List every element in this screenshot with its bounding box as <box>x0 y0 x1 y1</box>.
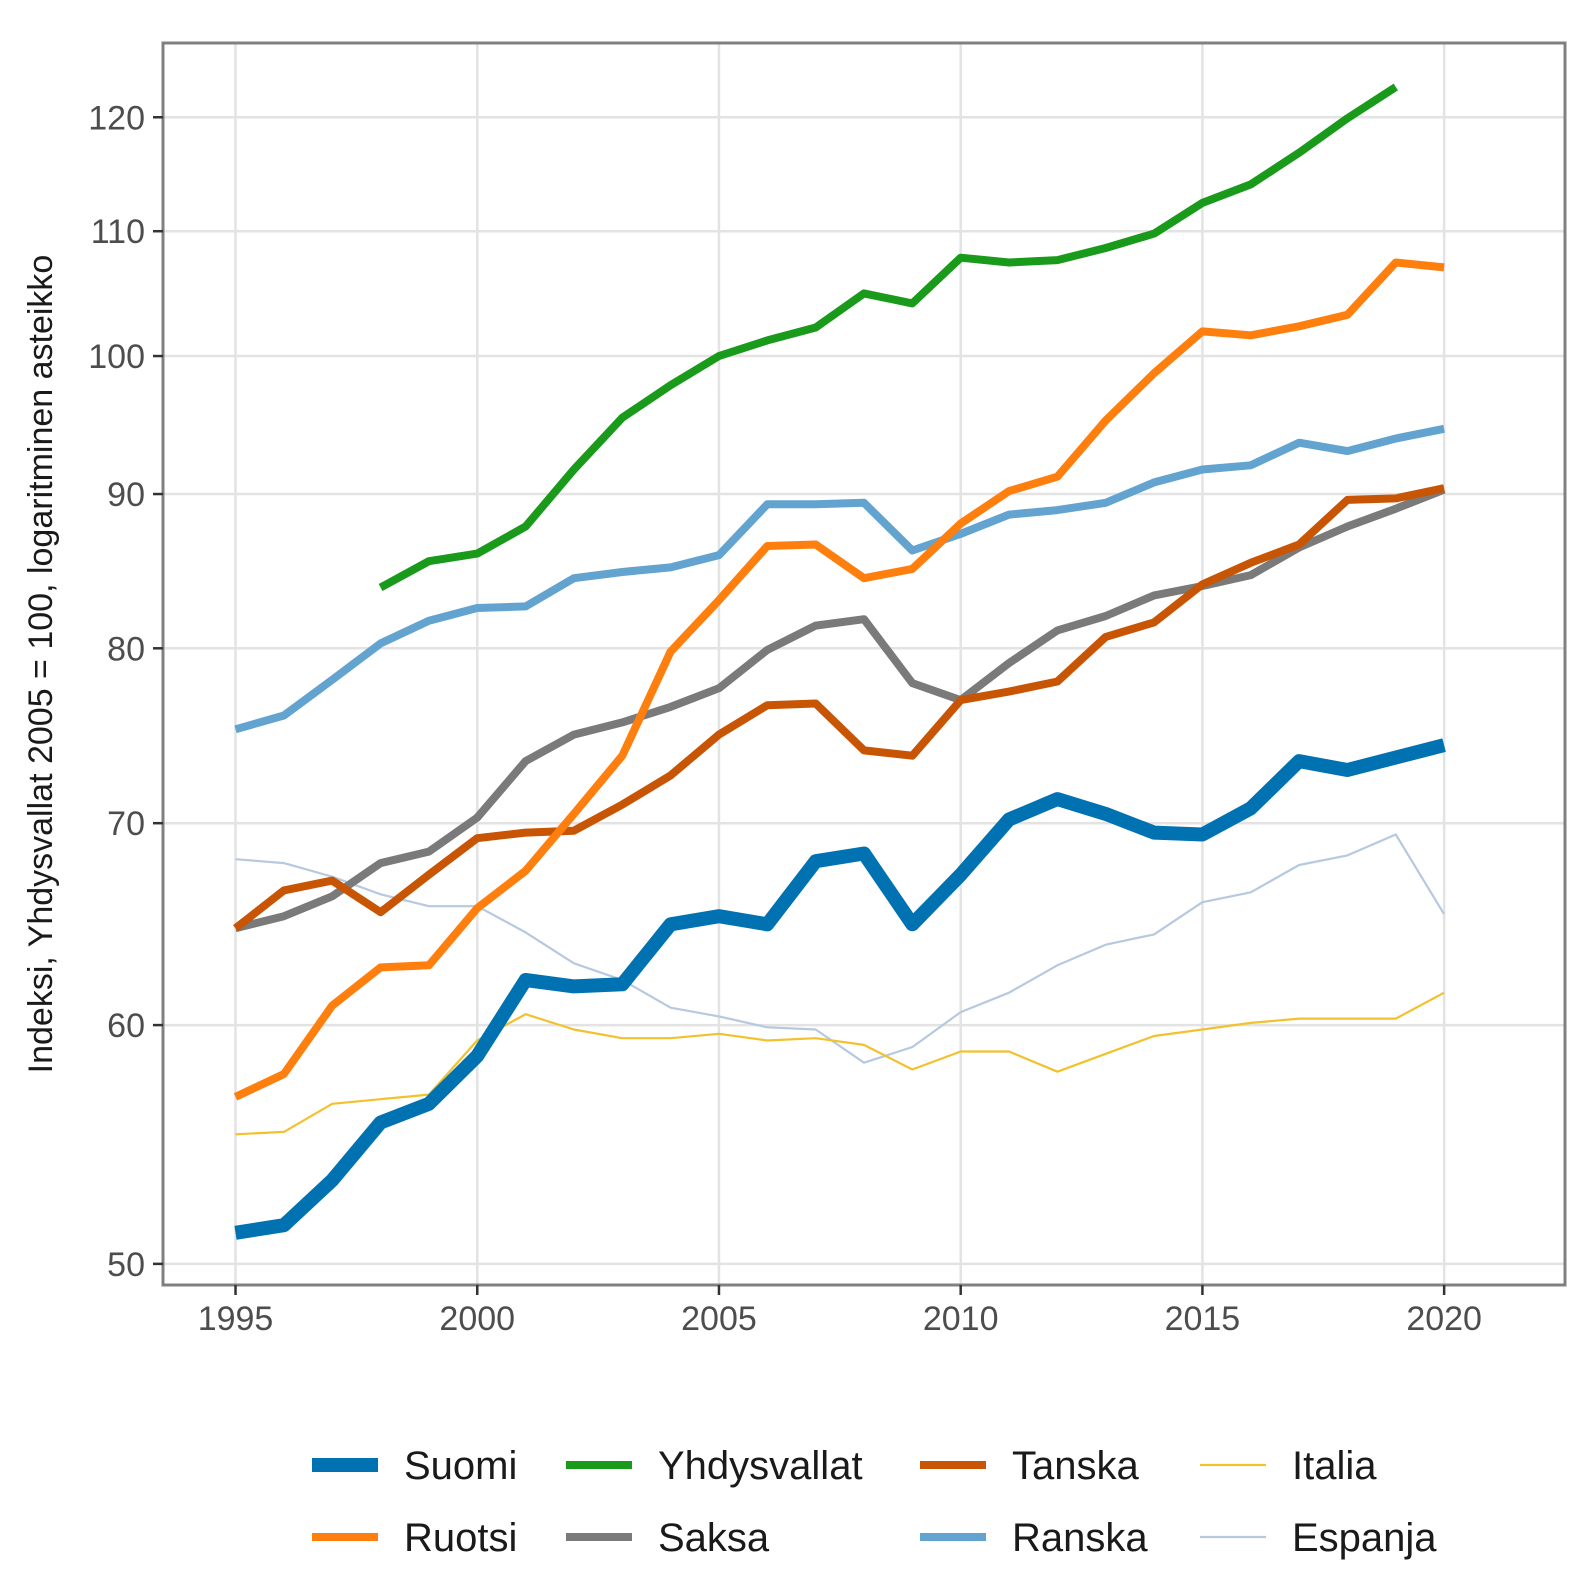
x-tick-label: 2005 <box>681 1300 757 1338</box>
y-axis-title: Indeksi, Yhdysvallat 2005 = 100, logarit… <box>22 255 60 1074</box>
legend-label: Tanska <box>1012 1444 1139 1488</box>
y-tick-label: 50 <box>107 1246 145 1284</box>
legend-item-ruotsi: Ruotsi <box>312 1516 517 1560</box>
grid-lines <box>163 43 1565 1285</box>
series-line-ranska <box>234 424 1445 734</box>
series-line-suomi <box>234 738 1446 1240</box>
x-tick-label: 2020 <box>1406 1300 1482 1338</box>
y-tick-label: 60 <box>107 1007 145 1045</box>
y-tick-label: 90 <box>107 476 145 514</box>
y-tick-label: 120 <box>88 99 145 137</box>
x-tick-label: 2015 <box>1165 1300 1241 1338</box>
legend-label: Ruotsi <box>404 1516 517 1560</box>
legend-label: Suomi <box>404 1444 517 1488</box>
x-tick-label: 1995 <box>198 1300 274 1338</box>
legend-label: Espanja <box>1292 1516 1437 1560</box>
series-line-yhdysvallat <box>378 83 1398 592</box>
y-tick-label: 70 <box>107 805 145 843</box>
x-tick-label: 2010 <box>923 1300 999 1338</box>
x-axis: 1995 2000 2005 2010 2015 2020 <box>198 1285 1482 1338</box>
series-line-italia <box>235 991 1445 1136</box>
series-line-espanja <box>235 833 1446 1064</box>
legend-label: Saksa <box>658 1516 770 1560</box>
legend-item-suomi: Suomi <box>312 1444 517 1488</box>
y-axis: 50 60 70 80 90 100 110 120 <box>88 99 163 1284</box>
y-tick-label: 80 <box>107 630 145 668</box>
legend: Suomi Ruotsi Yhdysvallat Saksa Tanska Ranska I… <box>312 1444 1437 1560</box>
y-tick-label: 110 <box>91 213 145 251</box>
y-tick-label: 100 <box>88 338 145 376</box>
legend-item-italia: Italia <box>1200 1444 1377 1488</box>
series-lines <box>233 83 1446 1240</box>
legend-label: Italia <box>1292 1444 1377 1488</box>
series-line-saksa <box>234 485 1446 933</box>
legend-label: Yhdysvallat <box>658 1444 863 1488</box>
series-line-ruotsi <box>233 258 1445 1101</box>
legend-label: Ranska <box>1012 1516 1148 1560</box>
series-line-tanska <box>233 484 1445 932</box>
x-tick-label: 2000 <box>439 1300 515 1338</box>
legend-item-espanja: Espanja <box>1200 1516 1437 1560</box>
legend-item-ranska: Ranska <box>920 1516 1148 1560</box>
plot-panel-border <box>161 41 1567 1287</box>
legend-item-yhdysvallat: Yhdysvallat <box>566 1444 863 1488</box>
legend-item-tanska: Tanska <box>920 1444 1139 1488</box>
legend-item-saksa: Saksa <box>566 1516 770 1560</box>
